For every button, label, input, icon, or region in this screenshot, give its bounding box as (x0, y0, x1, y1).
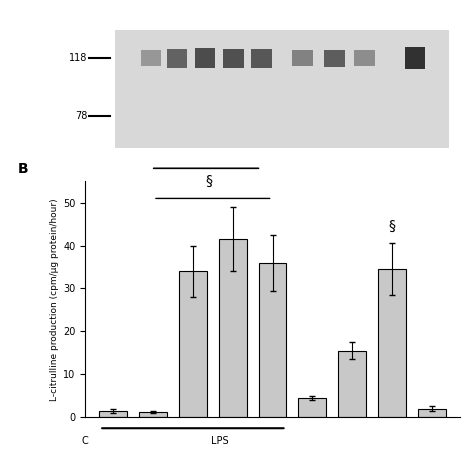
Text: B: B (18, 163, 28, 176)
FancyBboxPatch shape (141, 50, 161, 66)
Text: 2: 2 (148, 206, 153, 215)
Text: LPS
24 +
LNMMA: LPS 24 + LNMMA (288, 227, 317, 256)
Text: §: § (205, 173, 212, 188)
Bar (378, 269, 406, 417)
FancyBboxPatch shape (251, 49, 272, 68)
Bar (418, 409, 446, 417)
Bar (338, 351, 366, 417)
Y-axis label: L-citrulline production (cpm/µg protein/hour): L-citrulline production (cpm/µg protein/… (50, 198, 59, 401)
FancyBboxPatch shape (195, 48, 216, 68)
Bar (139, 412, 167, 417)
FancyBboxPatch shape (324, 50, 345, 67)
Bar (179, 271, 207, 417)
FancyBboxPatch shape (354, 50, 374, 66)
Text: LPS: LPS (201, 191, 217, 199)
Text: 78: 78 (75, 111, 87, 121)
Text: LPS
24 + Dx: LPS 24 + Dx (319, 216, 350, 235)
FancyBboxPatch shape (167, 49, 187, 68)
Text: 48: 48 (256, 206, 266, 215)
Text: C: C (82, 436, 89, 446)
FancyBboxPatch shape (115, 30, 448, 148)
Bar (299, 398, 326, 417)
Bar (219, 239, 246, 417)
Bar (99, 410, 127, 417)
Text: 24: 24 (228, 206, 238, 215)
Text: LPS: LPS (211, 436, 229, 446)
Text: AM +: AM + (404, 200, 425, 209)
Text: 12: 12 (201, 206, 210, 215)
Text: AM−: AM− (355, 200, 374, 209)
Text: C: C (122, 191, 127, 199)
FancyBboxPatch shape (292, 50, 313, 66)
FancyBboxPatch shape (404, 47, 425, 69)
FancyBboxPatch shape (223, 49, 244, 68)
Text: 118: 118 (69, 53, 87, 63)
Text: 6: 6 (174, 206, 180, 215)
Bar (259, 263, 286, 417)
Text: §: § (389, 219, 396, 233)
